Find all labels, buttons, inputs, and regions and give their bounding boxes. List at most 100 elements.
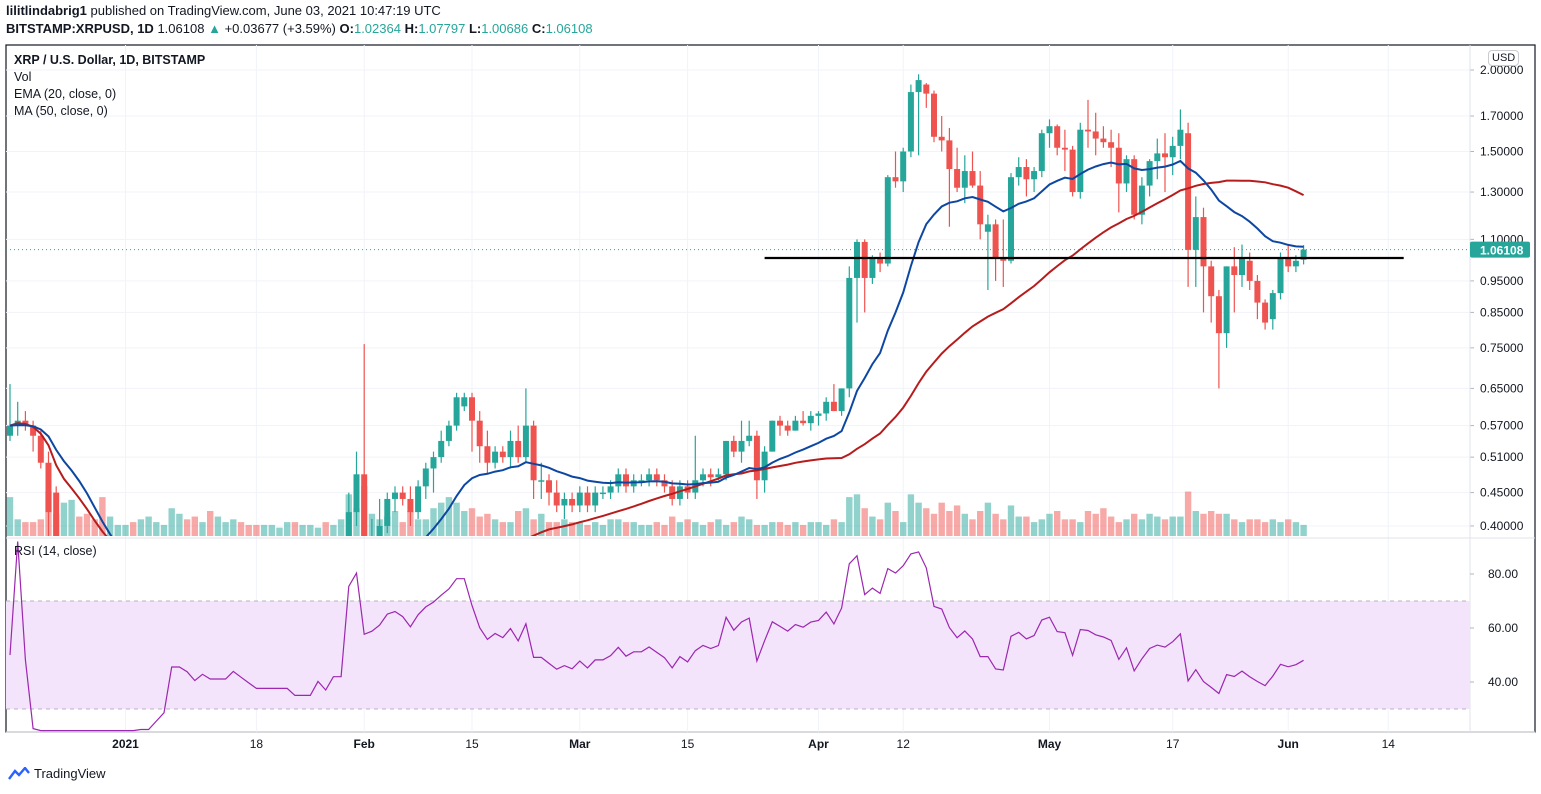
candle[interactable] [623,468,629,493]
candle[interactable] [884,175,891,267]
candle[interactable] [661,474,668,493]
candle[interactable] [646,468,653,487]
candle[interactable] [476,411,483,463]
candle[interactable] [538,462,545,499]
candle[interactable] [37,430,44,469]
candle[interactable] [399,486,406,506]
candle[interactable] [954,147,961,193]
candle[interactable] [445,420,452,447]
candle[interactable] [484,430,491,475]
ma50-line[interactable] [9,179,1305,603]
candle[interactable] [869,255,876,284]
legend-ema[interactable]: EMA (20, close, 0) [14,87,117,101]
candle[interactable] [569,492,576,513]
candle[interactable] [907,84,914,158]
ema20-line[interactable] [9,159,1304,630]
candle[interactable] [584,486,591,513]
candle[interactable] [769,420,776,452]
candle[interactable] [1277,252,1284,300]
candle[interactable] [1262,299,1269,330]
candle[interactable] [1123,155,1130,193]
candle[interactable] [1100,126,1107,148]
candle[interactable] [784,420,791,436]
candle[interactable] [800,411,807,426]
tradingview-logo[interactable]: TradingView [8,766,106,781]
candle[interactable] [1269,289,1276,330]
candle[interactable] [1146,159,1153,197]
candle[interactable] [961,155,968,204]
candle[interactable] [923,83,930,108]
candle[interactable] [1108,129,1115,168]
candle[interactable] [1239,244,1245,287]
candle[interactable] [53,486,60,695]
candle[interactable] [592,486,599,513]
candle[interactable] [384,492,391,534]
candle[interactable] [469,392,475,452]
candle[interactable] [45,451,52,541]
candle[interactable] [561,492,568,519]
currency-badge[interactable]: USD [1488,50,1520,66]
candle[interactable] [1015,157,1022,186]
rsi-line[interactable] [9,541,1304,732]
candle[interactable] [1177,109,1184,160]
candle[interactable] [1085,99,1091,148]
candle[interactable] [507,430,514,469]
candle[interactable] [499,446,506,463]
candle[interactable] [553,480,560,513]
candle[interactable] [1046,119,1053,148]
candle[interactable] [1077,122,1084,199]
candle[interactable] [807,411,814,431]
candle[interactable] [738,420,745,463]
candle[interactable] [777,415,783,436]
candle[interactable] [900,147,907,193]
candle[interactable] [1215,289,1222,389]
author[interactable]: lilitlindabrig1 [6,3,87,18]
legend-rsi[interactable]: RSI (14, close) [14,544,97,558]
candle[interactable] [730,435,737,458]
candle[interactable] [7,384,13,441]
candle[interactable] [792,415,799,431]
candle[interactable] [1154,138,1161,180]
candle[interactable] [615,468,622,493]
candle[interactable] [1038,129,1045,178]
candle[interactable] [823,397,830,421]
candle[interactable] [1192,196,1199,287]
candle[interactable] [946,127,953,227]
candle[interactable] [1131,155,1138,220]
candle[interactable] [430,451,437,493]
candle[interactable] [992,219,999,281]
candle[interactable] [846,266,853,398]
candle[interactable] [1031,167,1038,193]
candle[interactable] [576,486,583,513]
candle[interactable] [376,498,383,556]
candle[interactable] [1069,145,1076,197]
candle[interactable] [1138,177,1145,225]
candle[interactable] [638,474,645,487]
candle[interactable] [723,440,730,481]
candle[interactable] [1223,266,1230,348]
candle[interactable] [492,446,499,469]
candle[interactable] [1023,159,1030,197]
candle[interactable] [977,171,984,240]
candle[interactable] [861,239,868,313]
candle[interactable] [461,392,468,412]
candle[interactable] [838,388,845,416]
candle[interactable] [1200,207,1207,313]
candle[interactable] [1185,122,1192,287]
candle[interactable] [438,430,445,463]
candle[interactable] [984,214,991,290]
candle[interactable] [1115,133,1122,213]
candle[interactable] [1254,274,1261,320]
candle[interactable] [877,252,884,273]
candle[interactable] [453,392,460,431]
candle[interactable] [1208,260,1215,323]
candle[interactable] [938,116,945,152]
candle[interactable] [392,486,398,513]
candle[interactable] [1061,129,1068,172]
candle[interactable] [345,492,352,648]
candle[interactable] [753,430,760,499]
candle[interactable] [515,425,522,463]
candle[interactable] [522,388,529,463]
legend-title[interactable]: XRP / U.S. Dollar, 1D, BITSTAMP [14,53,206,67]
